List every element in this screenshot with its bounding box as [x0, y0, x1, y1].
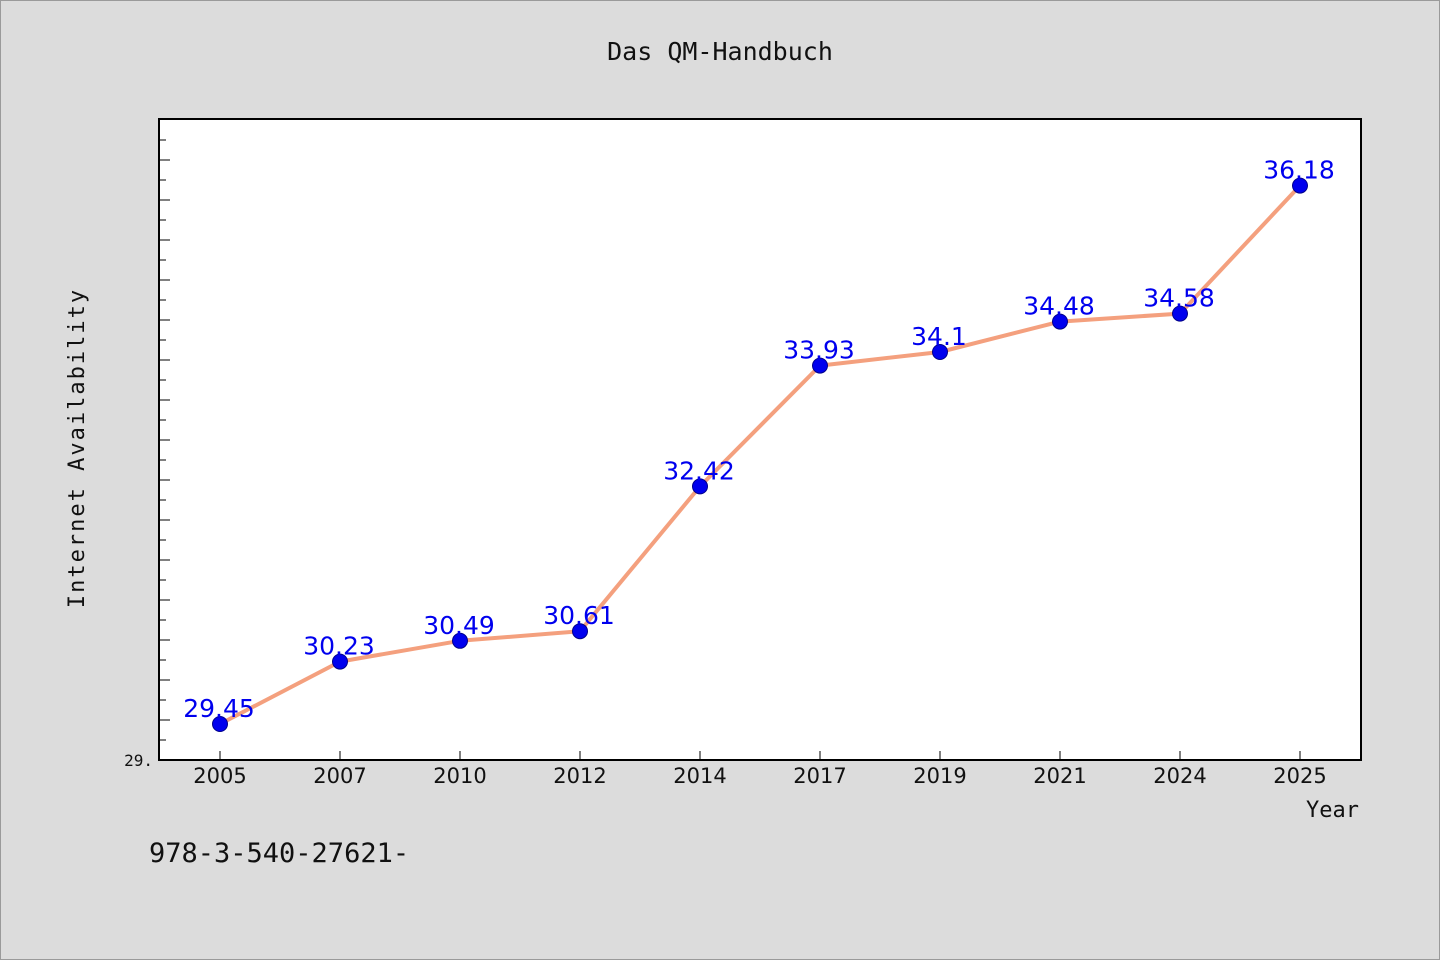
data-label: 29.45	[183, 694, 255, 723]
x-tick-label: 2021	[1033, 764, 1086, 788]
x-axis-ticks	[219, 751, 1301, 760]
x-axis-tick-labels: 2005 2007 2010 2012 2014 2017 2019 2021 2024 2025	[193, 764, 1326, 788]
x-tick-label: 2005	[193, 764, 246, 788]
caption-text: 978-3-540-27621-	[149, 838, 409, 869]
x-axis-label: Year	[1306, 798, 1359, 823]
x-tick-label: 2024	[1153, 764, 1206, 788]
x-tick-label: 2014	[673, 764, 726, 788]
chart-title: Das QM-Handbuch	[607, 37, 833, 66]
x-tick-label: 2007	[313, 764, 366, 788]
data-label: 34.48	[1023, 292, 1095, 321]
data-label: 30.61	[543, 601, 615, 630]
y-tick-label: 29.	[124, 751, 153, 770]
data-point	[812, 357, 828, 374]
series-line	[219, 184, 1302, 726]
data-point	[1052, 313, 1068, 330]
x-tick-label: 2010	[433, 764, 486, 788]
x-tick-label: 2017	[793, 764, 846, 788]
data-label: 32.42	[663, 456, 735, 485]
x-tick-label: 2019	[913, 764, 966, 788]
data-point	[212, 716, 228, 732]
data-point	[452, 632, 468, 649]
data-label: 34.1	[911, 322, 967, 351]
data-label: 30.49	[423, 611, 495, 640]
data-label: 36.18	[1263, 156, 1335, 185]
data-point	[692, 478, 708, 495]
data-label: 30.23	[303, 632, 375, 661]
plot-area	[158, 118, 1362, 761]
data-point	[572, 623, 588, 640]
data-label: 33.93	[783, 336, 855, 365]
data-point	[1292, 177, 1308, 194]
y-axis-label: Internet Availability	[65, 288, 90, 608]
data-label: 34.58	[1143, 284, 1215, 313]
data-point	[332, 653, 348, 670]
series-layer: 29.45 30.23 30.49 30.61 32.42 33.93 34.1 34.48 3…	[183, 156, 1335, 732]
x-tick-label: 2025	[1273, 764, 1326, 788]
data-point	[932, 344, 948, 360]
x-tick-label: 2012	[553, 764, 606, 788]
data-point	[1172, 305, 1188, 322]
y-axis-ticks	[160, 139, 170, 741]
